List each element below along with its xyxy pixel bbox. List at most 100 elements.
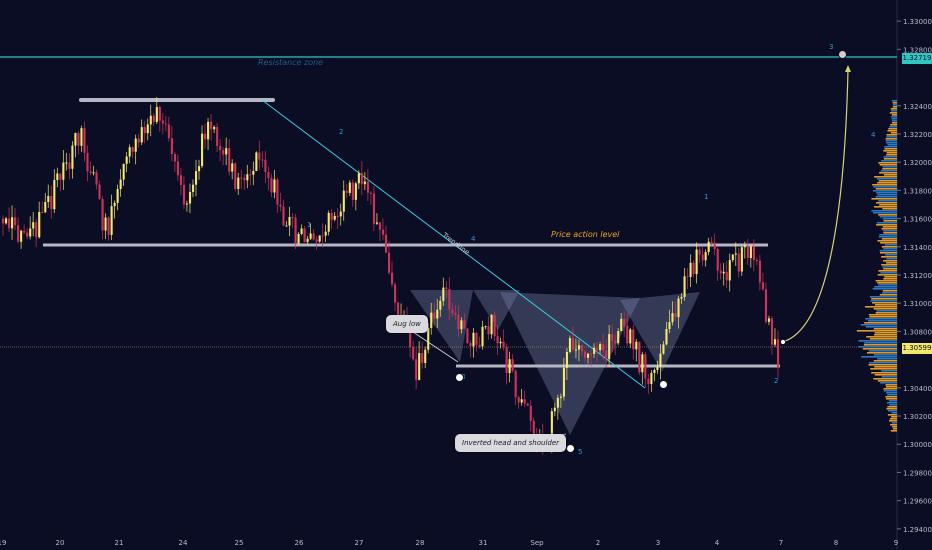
volume-profile-bar xyxy=(876,222,897,224)
candle-body xyxy=(198,166,201,172)
resistance-zone-label: Resistance zone xyxy=(258,58,324,67)
volume-profile-bar xyxy=(874,366,897,368)
volume-profile-bar xyxy=(873,328,897,330)
candle-body xyxy=(152,115,155,122)
candle-body xyxy=(701,254,704,261)
candle-body xyxy=(339,211,342,217)
candle-body xyxy=(629,329,632,344)
candle-body xyxy=(734,253,737,255)
volume-profile-bar xyxy=(873,212,897,214)
volume-profile-bar xyxy=(883,174,897,176)
volume-profile-bar xyxy=(889,404,897,406)
candle-body xyxy=(623,318,626,326)
candle-body xyxy=(231,163,234,172)
candle-body xyxy=(303,228,306,243)
volume-profile-bar xyxy=(869,316,897,318)
volume-profile-bar xyxy=(884,148,897,150)
volume-profile-bar xyxy=(883,390,897,392)
candle-body xyxy=(294,217,297,244)
volume-profile-bar xyxy=(885,386,897,388)
volume-profile-bar xyxy=(891,110,897,112)
candle-body xyxy=(366,181,369,193)
candle-body xyxy=(502,341,505,347)
volume-profile-bar xyxy=(891,100,897,102)
candle-body xyxy=(50,196,53,210)
volume-profile-bar xyxy=(874,286,897,288)
volume-profile-bar xyxy=(871,298,897,300)
volume-profile-bar xyxy=(879,216,897,218)
volume-profile-bar xyxy=(879,172,897,174)
volume-profile-bar xyxy=(891,118,897,120)
volume-profile-bar xyxy=(873,360,897,362)
candle-body xyxy=(246,174,249,181)
candle-body xyxy=(487,326,490,335)
candle-body xyxy=(216,127,219,146)
y-tick-label-3: 1.32200 xyxy=(903,131,932,139)
candle-body xyxy=(599,344,602,351)
candle-body xyxy=(565,351,569,368)
volume-profile-bar xyxy=(876,310,897,312)
volume-profile-bar xyxy=(892,106,897,108)
candle-body xyxy=(113,202,116,207)
target-marker xyxy=(838,50,847,59)
candle-body xyxy=(222,150,225,155)
candle-body xyxy=(327,212,330,232)
candle-body xyxy=(737,253,740,272)
candle-body xyxy=(128,147,131,157)
candle-body xyxy=(309,233,312,239)
candle-body xyxy=(342,190,345,212)
volume-profile-bar xyxy=(889,126,897,128)
candle-body xyxy=(523,399,526,404)
candle-body xyxy=(86,152,89,172)
volume-profile-bar xyxy=(890,430,897,432)
wave-label-4: 4 xyxy=(471,235,476,243)
candle-body xyxy=(442,287,445,301)
candle-body xyxy=(297,233,300,244)
candle-body xyxy=(182,184,186,205)
candle-body xyxy=(155,107,158,122)
wave-label-1-right: 1 xyxy=(704,193,709,201)
candle-body xyxy=(26,232,29,237)
volume-profile-bar xyxy=(873,186,897,188)
volume-profile-bar xyxy=(878,162,897,164)
volume-profile-bar xyxy=(886,392,897,394)
volume-profile-bar xyxy=(882,166,897,168)
volume-profile-bar xyxy=(876,202,897,204)
candle-body xyxy=(583,351,587,358)
candle-body xyxy=(158,107,161,121)
x-label-sep: Sep xyxy=(530,539,544,547)
volume-profile-bar xyxy=(892,122,897,124)
volume-profile-bar xyxy=(892,426,897,428)
volume-profile-bar xyxy=(873,308,897,310)
candle-body xyxy=(243,177,246,181)
candle-body xyxy=(764,289,768,322)
volume-profile-bar xyxy=(875,280,897,282)
candle-body xyxy=(617,331,620,344)
y-tick-label-13: 1.30000 xyxy=(903,441,932,449)
candle-body xyxy=(439,300,442,310)
candle-body xyxy=(653,369,656,373)
volume-profile-bar xyxy=(887,406,897,408)
candle-body xyxy=(53,180,56,210)
volume-profile-bar xyxy=(877,380,897,382)
volume-profile-bar xyxy=(888,128,897,130)
candle-body xyxy=(101,199,104,231)
volume-profile-bar xyxy=(876,178,897,180)
candle-body xyxy=(131,147,134,152)
candle-body xyxy=(430,312,433,328)
candle-body xyxy=(267,171,270,178)
volume-profile-bar xyxy=(886,134,897,136)
volume-profile-bar xyxy=(886,154,897,156)
volume-profile-bar xyxy=(881,370,897,372)
volume-profile-bar xyxy=(886,262,897,264)
candle-body xyxy=(360,173,363,185)
candle-body xyxy=(758,260,762,283)
candle-body xyxy=(466,328,469,344)
candle-body xyxy=(219,145,222,151)
candle-body xyxy=(65,162,68,164)
candle-body xyxy=(119,179,122,190)
candle-body xyxy=(122,163,125,180)
candle-body xyxy=(478,344,481,347)
volume-profile-bar xyxy=(874,176,897,178)
